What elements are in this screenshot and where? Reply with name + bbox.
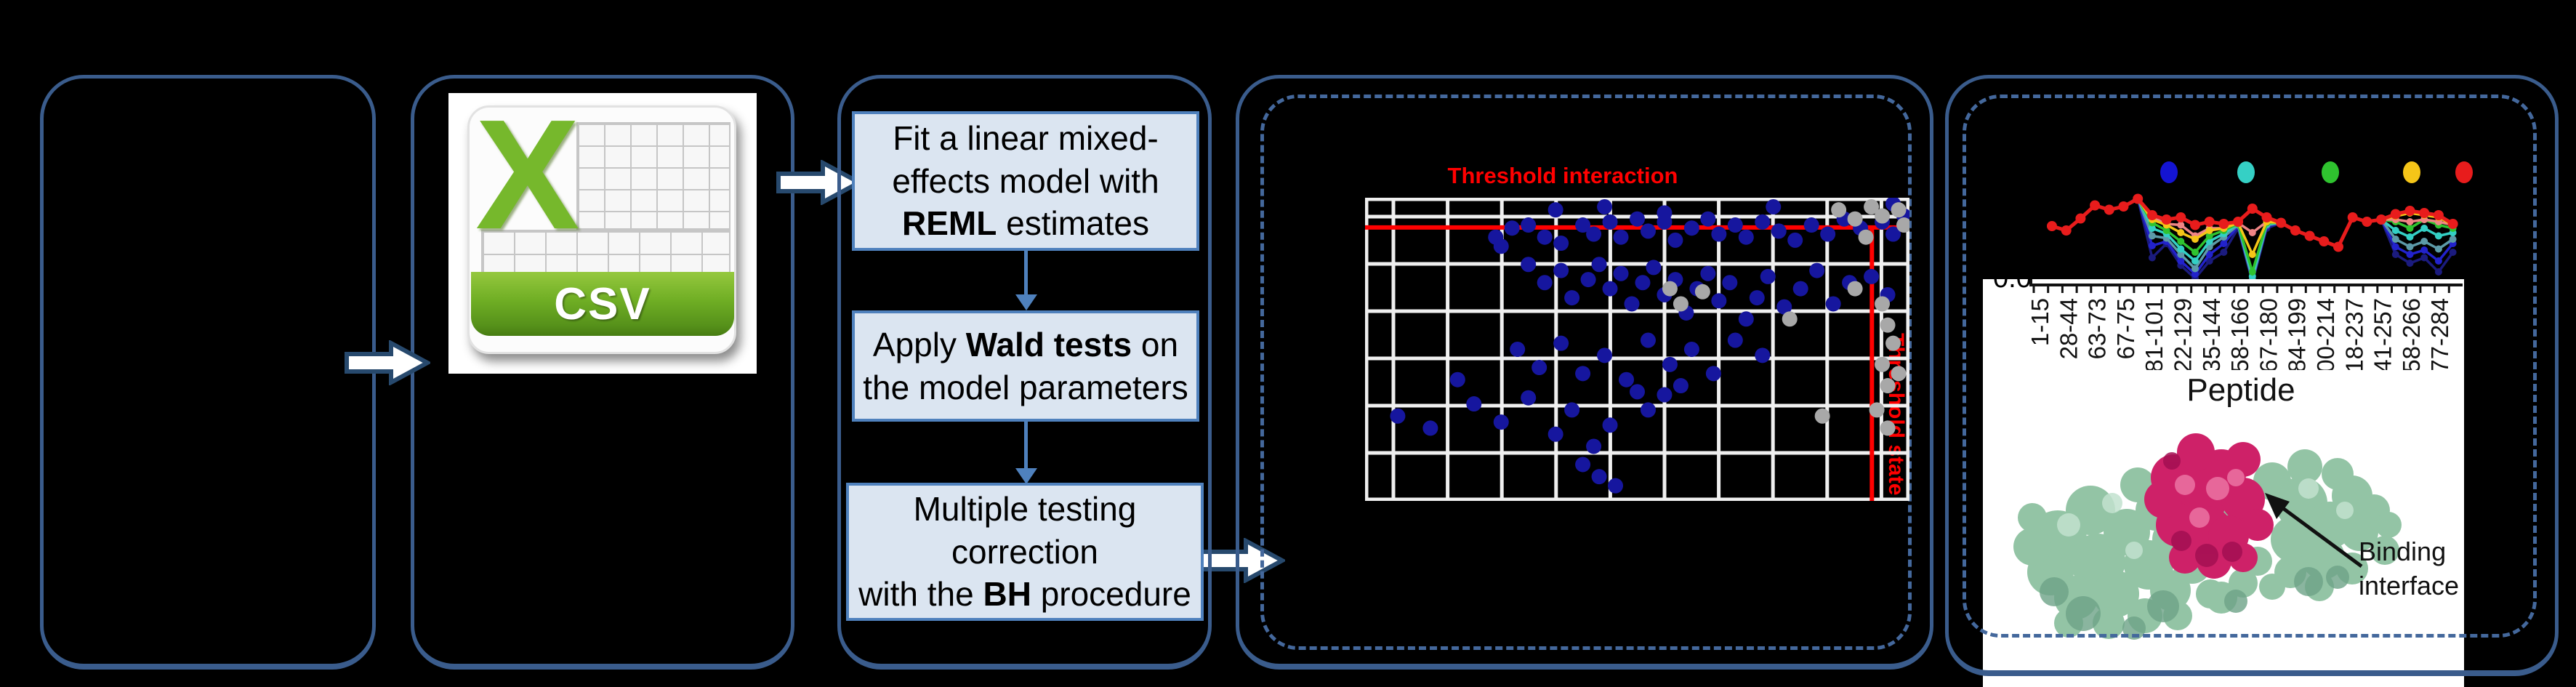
peptide-axis: 1-15 28-44 63-73 67-75 81-101 122-129 135-144 1…: [2026, 279, 2463, 370]
volcano-scatter-plot: [1365, 198, 1909, 501]
flow-step-wald: Apply Wald tests on the model parameters: [852, 310, 1199, 422]
flow-arrow-down: [1024, 422, 1028, 470]
protein-surface-highlight: [2057, 478, 2354, 559]
binding-arrow-icon: [2265, 493, 2363, 569]
pipeline-panel-3: [837, 75, 1212, 670]
csv-banner-label: CSV: [554, 278, 651, 329]
svg-text:200-214: 200-214: [2312, 298, 2339, 370]
svg-text:184-199: 184-199: [2284, 298, 2311, 370]
svg-text:258-266: 258-266: [2398, 298, 2425, 370]
flow-step-bh: Multiple testing correction with the BH pr…: [846, 483, 1204, 621]
hdx-figure-image: 1-15 28-44 63-73 67-75 81-101 122-129 135-144 1…: [1983, 279, 2464, 687]
uptake-line-chart: [2047, 193, 2458, 287]
binding-interface-label: Binding interface: [2359, 537, 2460, 600]
spreadsheet-grid-icon: [576, 122, 730, 230]
flow-step-reml: Fit a linear mixed-effects model with REM…: [852, 111, 1199, 251]
svg-text:241-257: 241-257: [2370, 298, 2396, 370]
flow-arrow-down-head-icon: [1015, 468, 1037, 484]
svg-text:277-284: 277-284: [2426, 298, 2453, 370]
svg-text:122-129: 122-129: [2170, 298, 2197, 370]
excel-x-icon: X: [475, 105, 580, 262]
legend-dot-icon: [2455, 161, 2473, 183]
results-panel-scatter: [1236, 75, 1933, 670]
pipeline-panel-1: [40, 75, 376, 670]
legend-dot-icon: [2237, 161, 2255, 183]
csv-file-icon: X CSV: [467, 105, 736, 354]
binding-interface-pink-highlight: [2175, 469, 2245, 528]
block-arrow-right-icon: [345, 340, 430, 385]
y-axis-tick-label: 0.0: [1993, 263, 2032, 294]
svg-text:218-237: 218-237: [2340, 298, 2367, 370]
svg-text:135-144: 135-144: [2198, 298, 2225, 370]
svg-text:81-101: 81-101: [2141, 298, 2168, 370]
csv-file-image: X CSV: [448, 93, 757, 374]
protein-surface-shading: [2040, 566, 2349, 640]
svg-text:63-73: 63-73: [2084, 298, 2111, 359]
binding-interface-pink-shading: [2163, 452, 2242, 567]
spreadsheet-grid-icon: [481, 230, 730, 275]
svg-text:1-15: 1-15: [2026, 298, 2053, 346]
legend-dot-icon: [2160, 161, 2178, 183]
flow-arrow-down: [1024, 251, 1028, 296]
legend-dot-icon: [2403, 161, 2420, 183]
svg-text:158-166: 158-166: [2226, 298, 2253, 370]
csv-banner: CSV: [471, 272, 734, 336]
svg-text:28-44: 28-44: [2055, 298, 2082, 359]
flow-arrow-down-head-icon: [1015, 294, 1037, 310]
svg-text:167-180: 167-180: [2255, 298, 2282, 370]
legend-dot-icon: [2322, 161, 2339, 183]
threshold-interaction-label: Threshold interaction: [1447, 163, 1678, 188]
protein-structure-image: [2013, 433, 2402, 640]
results-panel-scatter-dashed: [1260, 95, 1912, 650]
svg-text:67-75: 67-75: [2112, 298, 2139, 359]
x-axis-title: Peptide: [2186, 372, 2295, 408]
